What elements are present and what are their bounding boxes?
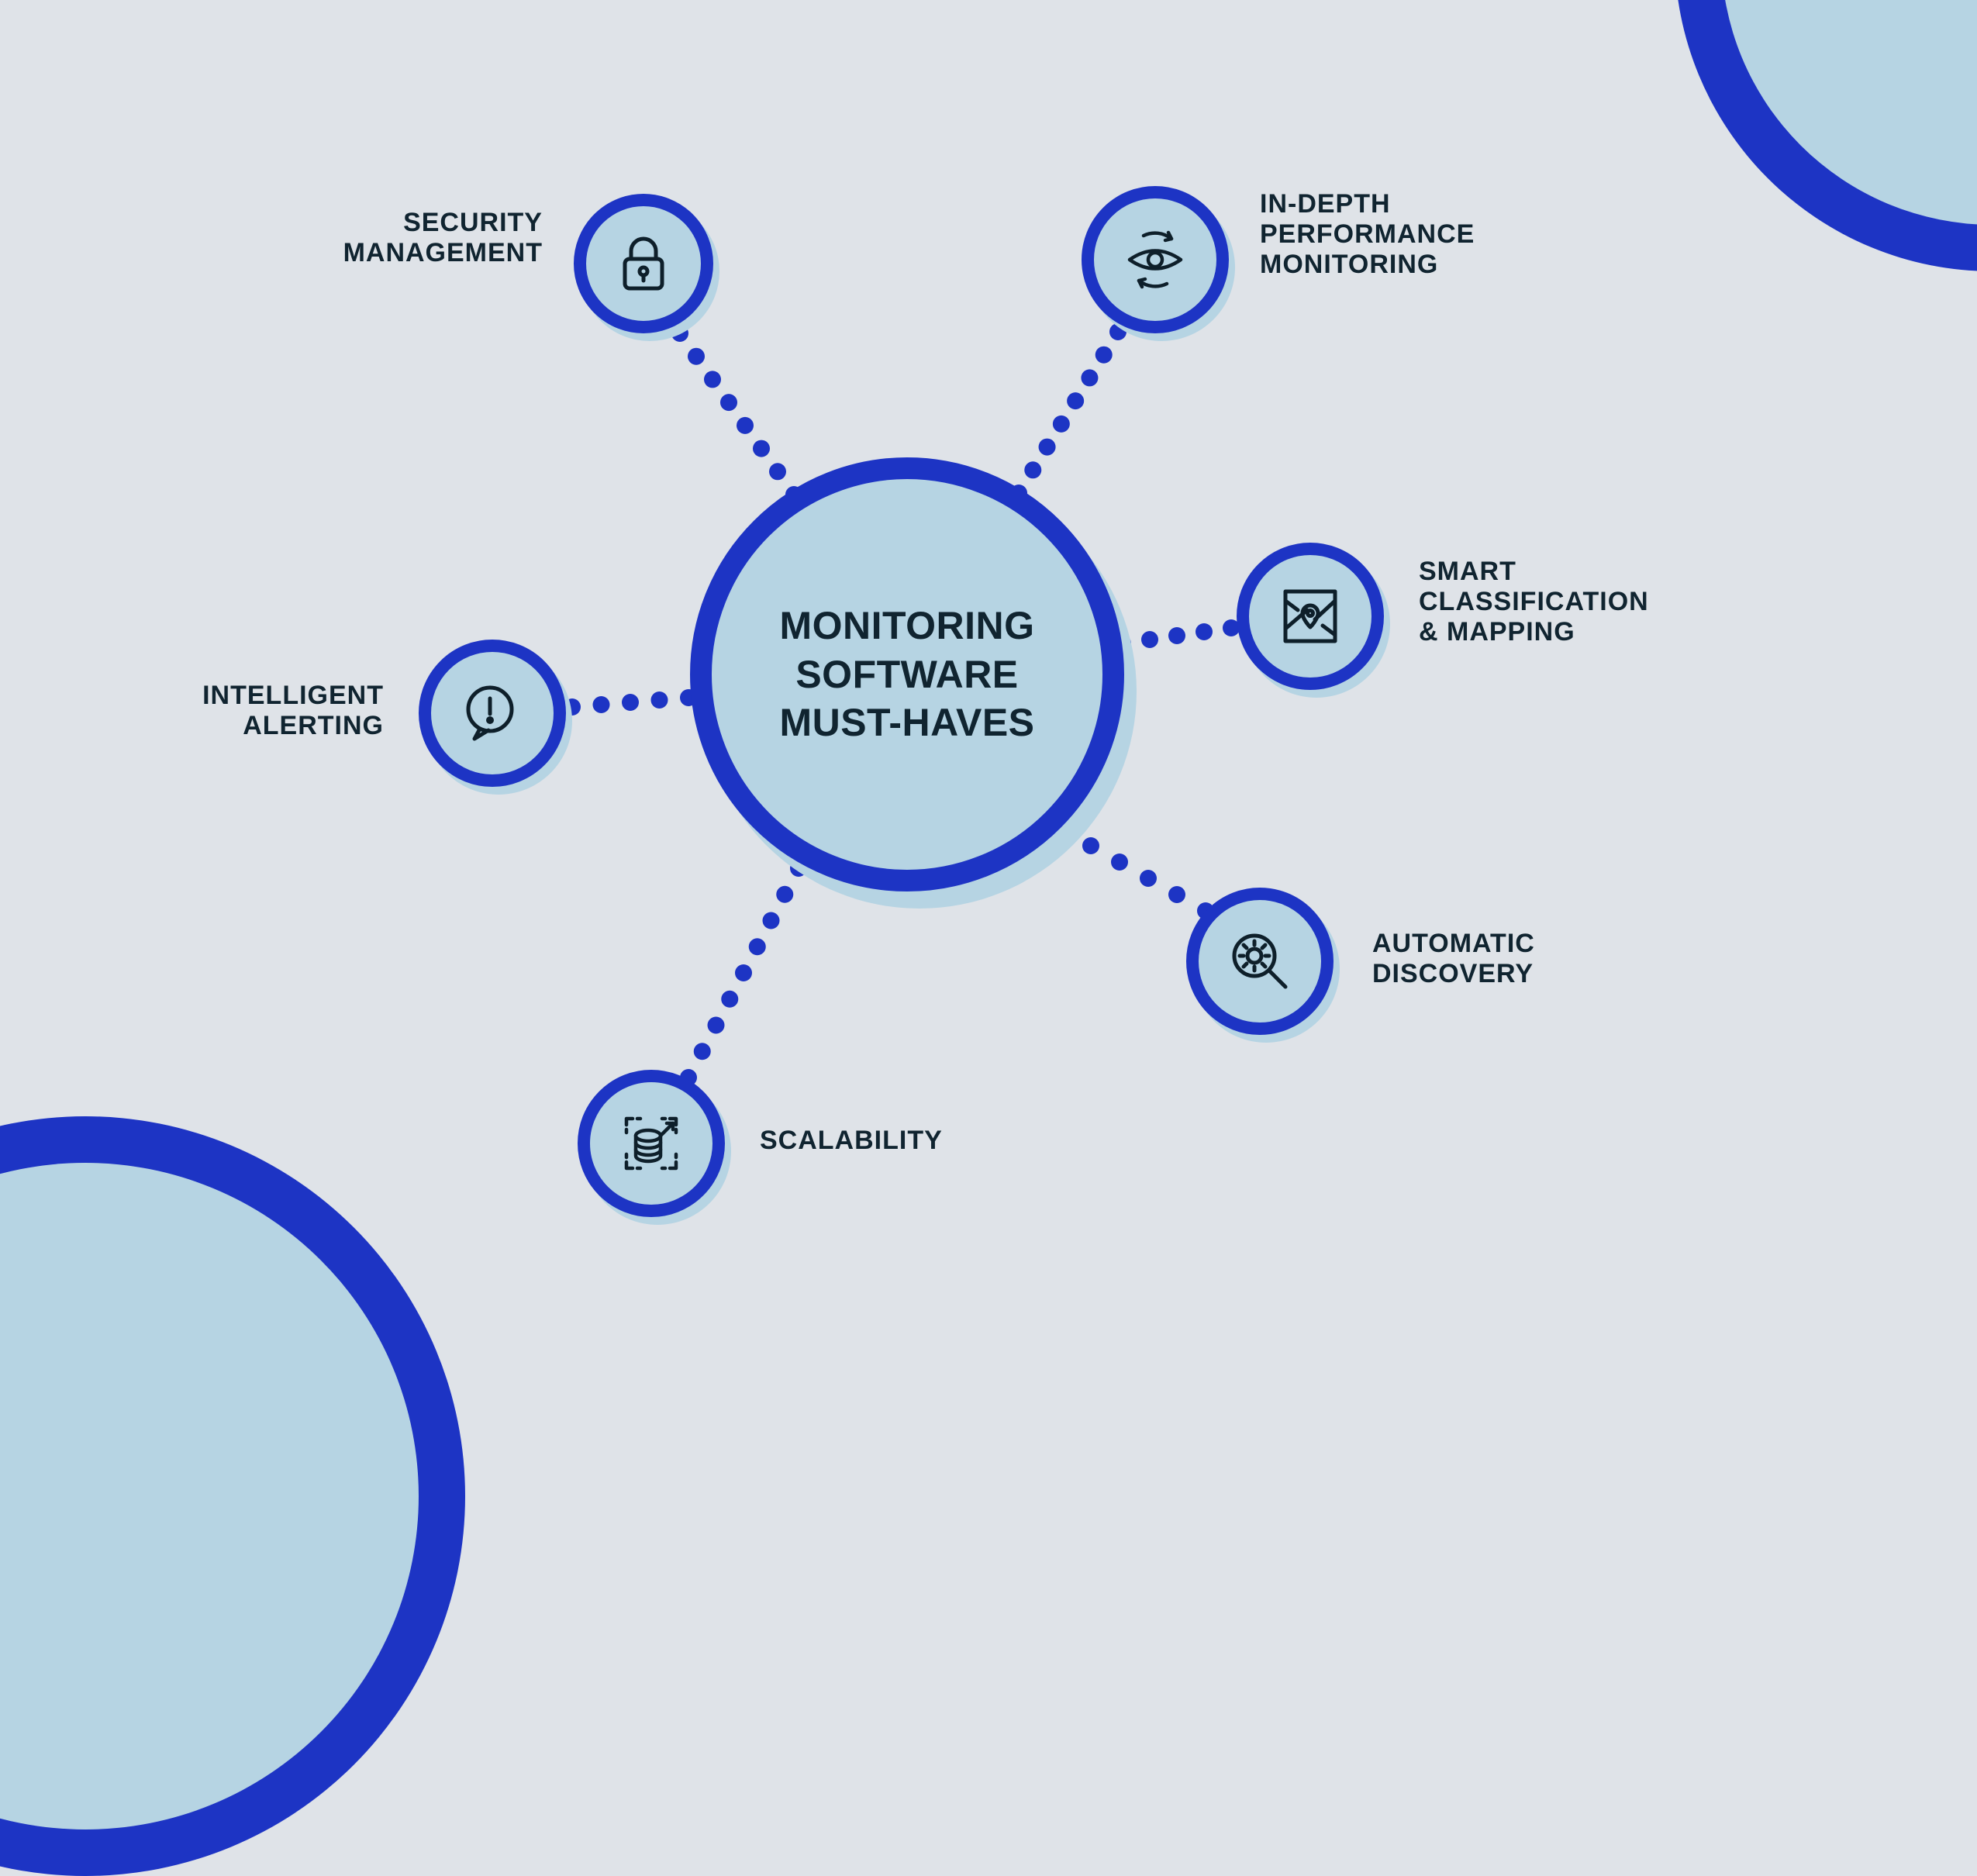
label-performance: IN-DEPTHPERFORMANCEMONITORING bbox=[1260, 189, 1570, 280]
infographic-canvas: MONITORING SOFTWARE MUST-HAVES SECURITYM… bbox=[0, 0, 1977, 1318]
eye-cycle-icon bbox=[1120, 225, 1190, 295]
node-alerting bbox=[419, 640, 566, 787]
node-discovery bbox=[1186, 888, 1334, 1035]
hub-line-3: MUST-HAVES bbox=[779, 698, 1034, 747]
hub-line-1: MONITORING bbox=[779, 602, 1034, 650]
label-security: SECURITYMANAGEMENT bbox=[310, 208, 543, 268]
map-pin-icon bbox=[1278, 584, 1343, 649]
label-discovery: AUTOMATICDISCOVERY bbox=[1372, 929, 1644, 989]
scale-db-icon bbox=[617, 1109, 685, 1178]
label-classification: SMARTCLASSIFICATION& MAPPING bbox=[1419, 557, 1752, 647]
node-scalability bbox=[578, 1070, 725, 1217]
alert-bubble-icon bbox=[459, 680, 526, 747]
label-alerting: INTELLIGENTALERTING bbox=[151, 681, 384, 741]
node-classification bbox=[1237, 543, 1384, 690]
node-performance bbox=[1082, 186, 1229, 333]
hub-line-2: SOFTWARE bbox=[779, 650, 1034, 699]
central-hub: MONITORING SOFTWARE MUST-HAVES bbox=[690, 457, 1124, 891]
magnify-gear-icon bbox=[1225, 926, 1295, 996]
label-scalability: SCALABILITY bbox=[760, 1126, 1031, 1156]
lock-icon bbox=[612, 233, 675, 295]
node-security bbox=[574, 194, 713, 333]
